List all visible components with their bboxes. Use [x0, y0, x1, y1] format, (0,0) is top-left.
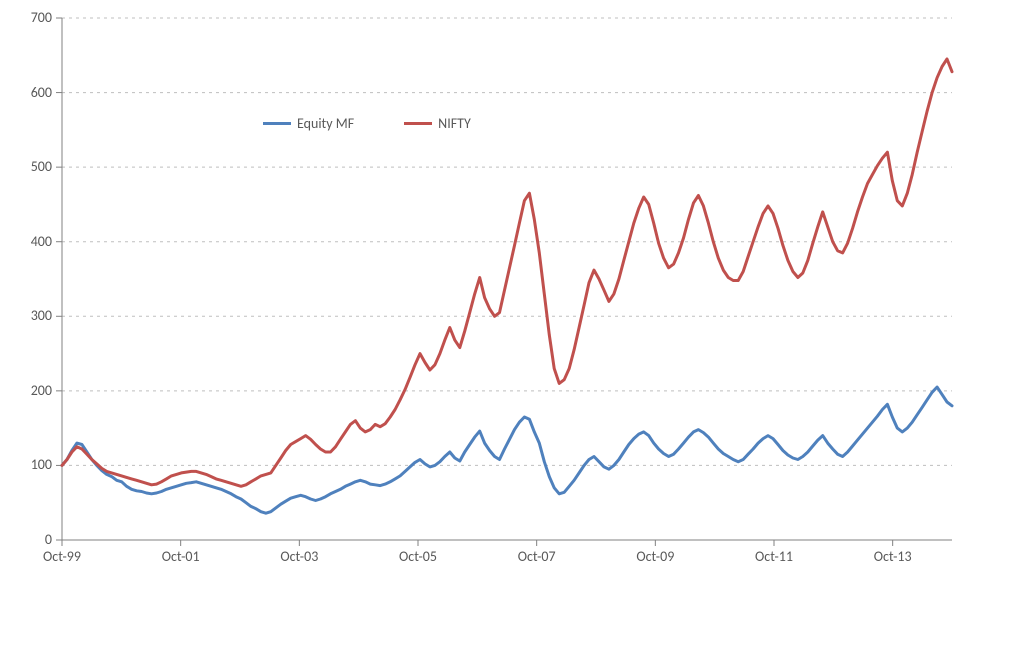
x-tick-label: Oct-09 [625, 548, 685, 565]
y-tick-label: 500 [31, 158, 52, 175]
y-tick-label: 700 [31, 9, 52, 26]
legend-label: NIFTY [438, 115, 471, 132]
series-equity-mf [62, 387, 952, 513]
legend: Equity MF NIFTY [263, 115, 471, 132]
x-tick-label: Oct-07 [507, 548, 567, 565]
x-tick-label: Oct-11 [744, 548, 804, 565]
legend-item-equity-mf: Equity MF [263, 115, 354, 132]
x-tick-label: Oct-13 [863, 548, 923, 565]
x-tick-label: Oct-05 [388, 548, 448, 565]
y-tick-label: 300 [31, 307, 52, 324]
legend-label: Equity MF [297, 115, 354, 132]
series-nifty [62, 59, 952, 486]
y-tick-label: 0 [45, 531, 52, 548]
y-tick-label: 200 [31, 382, 52, 399]
x-tick-label: Oct-03 [269, 548, 329, 565]
legend-swatch-equity-mf [263, 122, 291, 125]
y-tick-label: 100 [31, 456, 52, 473]
x-tick-label: Oct-99 [32, 548, 92, 565]
legend-item-nifty: NIFTY [404, 115, 471, 132]
legend-swatch-nifty [404, 122, 432, 125]
line-chart: Equity MF NIFTY 0 100 200 300 400 500 600 700 Oc… [0, 0, 1024, 656]
y-tick-label: 400 [31, 233, 52, 250]
y-tick-label: 600 [31, 84, 52, 101]
x-tick-label: Oct-01 [151, 548, 211, 565]
